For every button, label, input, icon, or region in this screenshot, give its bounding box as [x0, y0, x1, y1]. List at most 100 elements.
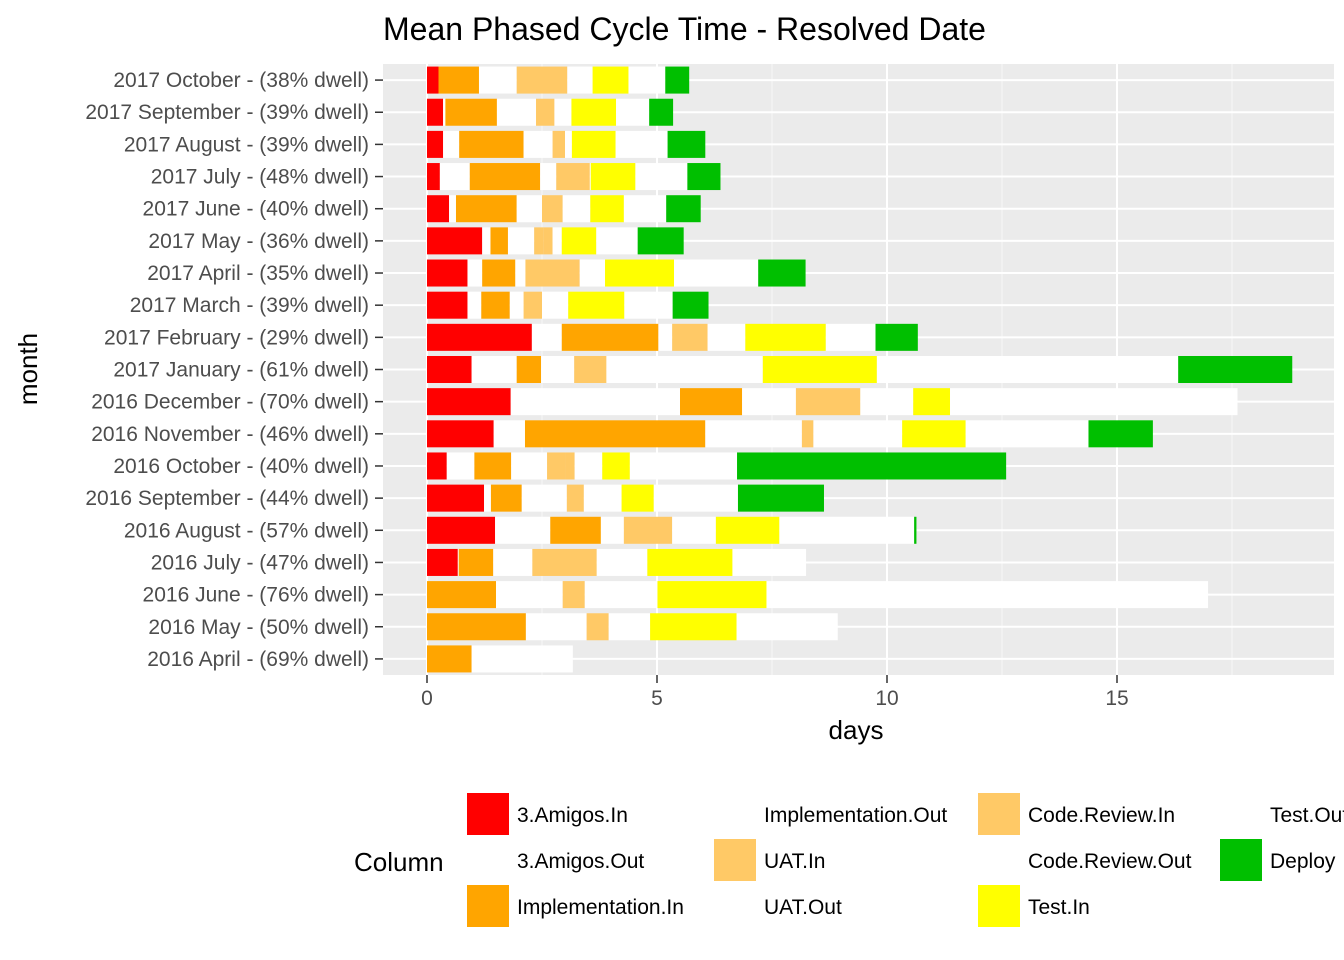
bar-segment: [427, 645, 472, 673]
bar-segment: [427, 581, 496, 609]
bar-segment: [801, 420, 814, 448]
bar-segment: [562, 581, 585, 609]
legend-key: [467, 839, 509, 881]
bar-segment: [707, 323, 746, 351]
bar-segment: [459, 130, 524, 158]
bar-segment: [445, 98, 497, 126]
bar-segment: [439, 163, 470, 191]
bar-segment: [813, 420, 903, 448]
bar-segment: [914, 516, 917, 544]
bar-segment: [571, 98, 617, 126]
bar-segment: [427, 548, 458, 576]
bar-segment: [427, 259, 468, 287]
bar-segment: [510, 388, 680, 416]
bar-segment: [495, 516, 551, 544]
x-tick-label: 10: [875, 687, 898, 710]
bar-segment: [542, 291, 569, 319]
chart-title: Mean Phased Cycle Time - Resolved Date: [383, 11, 986, 47]
bar-segment: [680, 388, 743, 416]
bar-segment: [524, 420, 706, 448]
y-tick-label: 2017 April - (35% dwell): [147, 262, 369, 285]
bar-segment: [674, 259, 759, 287]
bar-segment: [525, 613, 587, 641]
bar-segment: [658, 323, 673, 351]
y-axis-title: month: [13, 333, 43, 405]
bar-segment: [568, 291, 625, 319]
bar-segment: [732, 548, 807, 576]
legend-key: [1220, 793, 1262, 835]
bar-segment: [687, 163, 721, 191]
bar-segment: [737, 484, 824, 512]
bar-segment: [427, 130, 444, 158]
legend-key: [714, 793, 756, 835]
bar-segment: [602, 452, 630, 480]
bar-segment: [427, 355, 472, 384]
bar-segment: [650, 613, 737, 641]
legend-label: Code.Review.Out: [1028, 850, 1192, 873]
legend-key: [978, 793, 1020, 835]
bar-segment: [672, 516, 716, 544]
legend-label: 3.Amigos.In: [517, 804, 628, 827]
bar-segment: [562, 195, 591, 223]
legend-key: [978, 885, 1020, 927]
bar-segment: [446, 452, 475, 480]
bar-segment: [583, 484, 622, 512]
bar-segment: [605, 259, 675, 287]
bar-segment: [574, 452, 603, 480]
bar-segment: [561, 227, 597, 255]
bar-segment: [427, 163, 440, 191]
bar-segment: [579, 259, 606, 287]
bar-segment: [536, 98, 555, 126]
y-tick-label: 2017 May - (36% dwell): [148, 230, 369, 253]
bar-segment: [742, 388, 796, 416]
legend-label: Implementation.Out: [764, 804, 947, 827]
bar-segment: [455, 195, 517, 223]
bar-segment: [574, 355, 607, 384]
bar-segment: [474, 452, 512, 480]
bar-segment: [586, 613, 609, 641]
y-tick-label: 2016 November - (46% dwell): [91, 423, 369, 446]
y-tick-label: 2016 August - (57% dwell): [124, 519, 369, 542]
bar-segment: [521, 484, 567, 512]
bar-segment: [490, 227, 508, 255]
y-tick-label: 2017 July - (48% dwell): [151, 166, 369, 189]
x-axis-title: days: [829, 715, 884, 745]
y-tick-label: 2017 August - (39% dwell): [124, 133, 369, 156]
bar-segment: [589, 163, 591, 191]
bar-segment: [649, 98, 674, 126]
bar-segment: [449, 195, 456, 223]
bar-segment: [672, 291, 709, 319]
bar-segment: [482, 227, 491, 255]
bar-segment: [511, 452, 548, 480]
bar-segment: [624, 291, 673, 319]
bar-segment: [427, 516, 496, 544]
bar-segment: [534, 227, 544, 255]
legend-label: UAT.In: [764, 850, 825, 873]
bar-segment: [629, 452, 738, 480]
bar-segment: [779, 516, 915, 544]
bar-segment: [478, 66, 517, 94]
bar-segment: [647, 548, 733, 576]
bar-segment: [427, 195, 450, 223]
bar-segment: [427, 98, 444, 126]
bar-segment: [467, 259, 483, 287]
bar-segment: [443, 130, 460, 158]
bar-segment: [427, 227, 483, 255]
bar-segment: [665, 66, 690, 94]
bar-segment: [637, 227, 684, 255]
bar-segment: [965, 420, 1089, 448]
bar-segment: [737, 452, 1007, 480]
bar-segment: [467, 291, 482, 319]
legend-title: Column: [354, 847, 444, 877]
legend-key: [714, 885, 756, 927]
bar-segment: [875, 323, 918, 351]
legend-label: Deploy: [1270, 850, 1336, 873]
bar-segment: [515, 259, 526, 287]
legend-key: [978, 839, 1020, 881]
bar-segment: [427, 66, 439, 94]
bar-segment: [860, 388, 914, 416]
y-tick-label: 2016 July - (47% dwell): [151, 551, 369, 574]
bar-segment: [590, 163, 636, 191]
y-tick-label: 2017 January - (61% dwell): [113, 359, 369, 382]
y-tick-label: 2016 June - (76% dwell): [143, 584, 369, 607]
